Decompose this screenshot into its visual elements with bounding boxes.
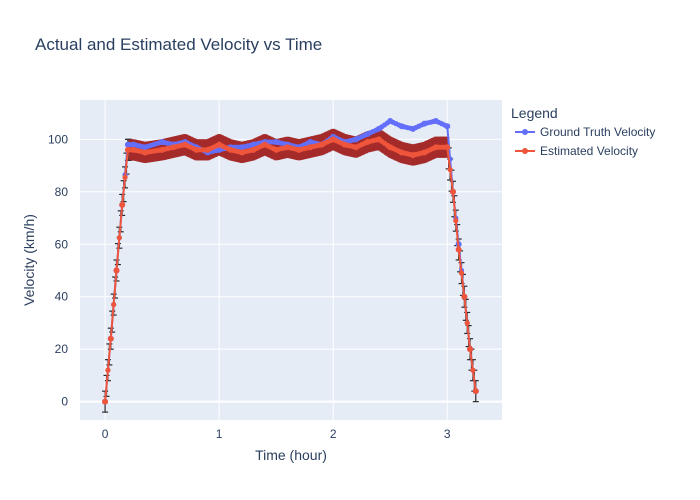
y-tick-label: 0 [61, 395, 68, 409]
estimated-marker [102, 399, 108, 405]
legend-swatch-marker [522, 148, 528, 154]
estimated-marker [116, 235, 122, 241]
legend-item-ground-truth[interactable]: Ground Truth Velocity [515, 125, 655, 139]
legend-label-ground-truth: Ground Truth Velocity [540, 125, 655, 139]
estimated-marker [105, 367, 111, 373]
legend-title: Legend [511, 105, 558, 121]
estimated-marker [444, 144, 450, 150]
x-tick-label: 2 [330, 427, 337, 441]
x-tick-label: 3 [444, 427, 451, 441]
y-tick-label: 20 [55, 342, 69, 356]
estimated-marker [447, 166, 453, 173]
estimated-marker [453, 218, 459, 224]
estimated-marker [464, 320, 470, 326]
estimated-marker [122, 174, 128, 180]
estimated-marker [470, 367, 476, 373]
estimated-marker [456, 246, 462, 253]
series-estimated [102, 136, 479, 405]
estimated-marker [458, 270, 465, 276]
estimated-marker [113, 267, 120, 274]
x-tick-label: 0 [102, 427, 109, 441]
legend-label-estimated: Estimated Velocity [540, 144, 638, 158]
estimated-marker [450, 189, 456, 195]
estimated-marker [461, 294, 467, 300]
chart-title: Actual and Estimated Velocity vs Time [35, 35, 322, 54]
y-tick-label: 60 [55, 237, 69, 251]
x-tick-label: 1 [216, 427, 223, 441]
legend[interactable]: Legend Ground Truth Velocity Estimated V… [511, 105, 655, 158]
y-tick-label: 80 [55, 185, 69, 199]
estimated-marker [119, 202, 125, 208]
estimated-marker [467, 346, 473, 352]
legend-swatch-marker [522, 129, 528, 135]
y-axis-title: Velocity (km/h) [21, 214, 37, 306]
y-tick-label: 40 [55, 290, 69, 304]
ground-truth-marker [444, 123, 450, 129]
legend-item-estimated[interactable]: Estimated Velocity [515, 144, 638, 158]
estimated-marker [111, 301, 117, 308]
estimated-marker [473, 388, 479, 394]
x-axis-title: Time (hour) [255, 447, 327, 463]
axis-ticks: 0 1 2 3 0 20 40 60 80 100 [48, 132, 451, 441]
estimated-marker [108, 336, 114, 342]
y-tick-label: 100 [48, 132, 68, 146]
